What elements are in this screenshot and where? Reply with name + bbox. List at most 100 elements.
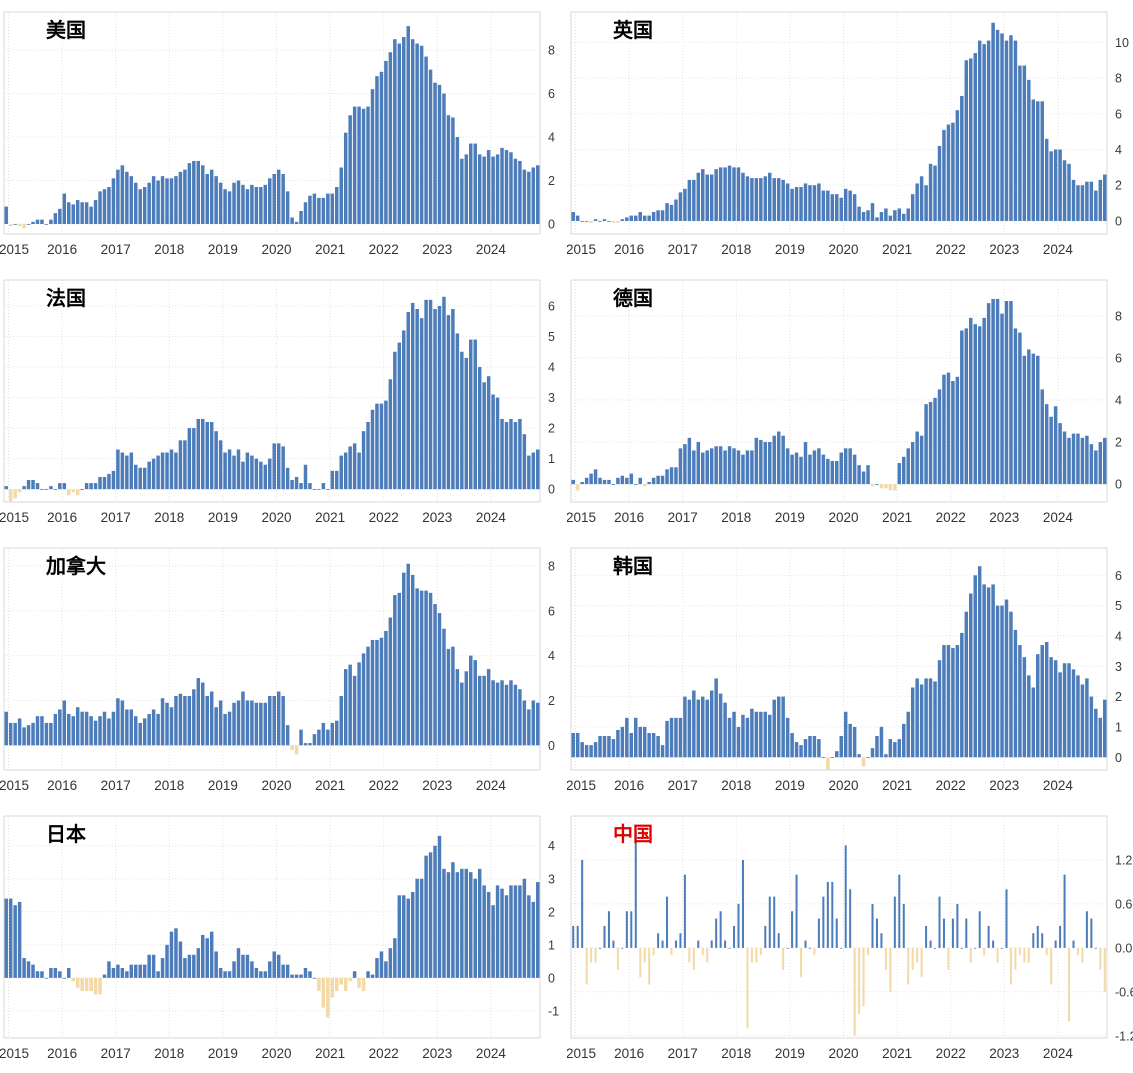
- bar: [531, 901, 536, 978]
- bar: [861, 757, 866, 767]
- bar: [241, 184, 245, 224]
- bar: [996, 947, 999, 963]
- bar: [817, 918, 820, 948]
- bar: [995, 29, 1000, 221]
- bar: [724, 940, 727, 948]
- bar: [611, 484, 616, 485]
- bar: [946, 124, 951, 221]
- bar: [290, 745, 294, 750]
- plot-border: [570, 279, 1108, 503]
- bar: [951, 918, 954, 948]
- x-tick-label: 2022: [369, 242, 399, 257]
- bar: [777, 933, 780, 948]
- bar: [852, 454, 857, 485]
- bar: [464, 868, 469, 978]
- bar: [375, 958, 379, 978]
- y-tick-label: 8: [1115, 309, 1122, 323]
- bar: [683, 874, 686, 948]
- bar: [218, 700, 223, 746]
- x-tick-label: 2021: [882, 510, 912, 525]
- chart-uk: 英国 0 2 4 6 8 10 2015 2016 2017 2018 2019 2020 2021 20…: [567, 0, 1133, 268]
- chart-plot-germany: 0 2 4 6 8 2015 2016 2017 2018 2019 2020 2021 2022 202…: [567, 268, 1133, 536]
- bar: [759, 947, 762, 956]
- bar: [44, 224, 49, 225]
- bar: [964, 328, 969, 485]
- bar: [214, 707, 218, 746]
- bar: [357, 106, 361, 224]
- bar: [1062, 160, 1067, 221]
- bar: [875, 736, 879, 758]
- bar: [978, 911, 981, 948]
- bar: [370, 974, 375, 978]
- x-tick-label: 2021: [315, 242, 345, 257]
- bar: [696, 172, 701, 221]
- bar: [638, 477, 642, 485]
- bar: [602, 479, 607, 485]
- bar: [714, 678, 718, 758]
- bar: [419, 590, 424, 746]
- bar: [709, 174, 714, 221]
- bar: [603, 925, 606, 948]
- bar: [379, 637, 384, 746]
- x-tick-label: 2017: [101, 510, 131, 525]
- bar: [245, 189, 250, 224]
- bar: [276, 954, 281, 978]
- bar: [460, 158, 464, 224]
- bar: [281, 446, 285, 490]
- bar: [254, 187, 259, 224]
- bar: [674, 717, 678, 758]
- bar: [942, 374, 946, 485]
- x-tick-label: 2019: [208, 242, 238, 257]
- bar: [446, 872, 451, 978]
- bar: [151, 176, 156, 224]
- chart-canvas-uk: 0 2 4 6 8 10 2015 2016 2017 2018 2019 2020 2021 2022 2…: [567, 11, 1129, 257]
- bar: [406, 563, 410, 746]
- bar: [884, 754, 888, 758]
- bar: [424, 590, 428, 746]
- bar: [486, 376, 491, 490]
- bar: [995, 605, 1000, 758]
- bar: [361, 977, 366, 992]
- bar: [696, 699, 701, 758]
- bar: [335, 470, 339, 490]
- bar: [625, 717, 629, 758]
- bar: [616, 729, 620, 758]
- bar: [513, 684, 518, 746]
- bar: [460, 682, 464, 746]
- bar: [638, 726, 642, 758]
- bar: [611, 739, 616, 758]
- chart-plot-canada: 0 2 4 6 8 2015 2016 2017 2018 2019 2020 2021 2022 202…: [0, 536, 566, 804]
- bar: [169, 449, 174, 490]
- bar: [911, 947, 914, 970]
- x-tick-label: 2016: [47, 242, 77, 257]
- bar: [621, 947, 624, 949]
- bar: [343, 977, 348, 992]
- chart-china: 中国 -1.2 -0.6 0.0 0.6 1.2 2015 2016 2017 2018 2019…: [567, 804, 1133, 1072]
- bar: [821, 757, 826, 759]
- bar: [826, 458, 830, 485]
- bar: [1063, 874, 1066, 948]
- chart-title-usa: 美国: [46, 20, 86, 42]
- bar: [165, 452, 169, 490]
- bar: [1098, 179, 1103, 221]
- bar: [745, 176, 750, 221]
- bar: [1014, 947, 1017, 970]
- bar: [861, 471, 866, 485]
- bar: [120, 700, 125, 746]
- bar: [352, 971, 357, 978]
- bar: [1009, 611, 1013, 758]
- bar: [285, 964, 290, 978]
- bar: [853, 947, 856, 1036]
- bar: [709, 690, 714, 758]
- bar: [1036, 101, 1040, 221]
- chart-title-germany: 德国: [613, 288, 653, 310]
- x-tick-label: 2018: [154, 510, 184, 525]
- bar: [232, 182, 236, 224]
- y-tick-label: 0: [1115, 215, 1122, 229]
- bar: [455, 137, 460, 224]
- bar: [201, 165, 205, 224]
- bar: [236, 948, 241, 978]
- bar: [451, 309, 455, 490]
- bar: [754, 437, 759, 485]
